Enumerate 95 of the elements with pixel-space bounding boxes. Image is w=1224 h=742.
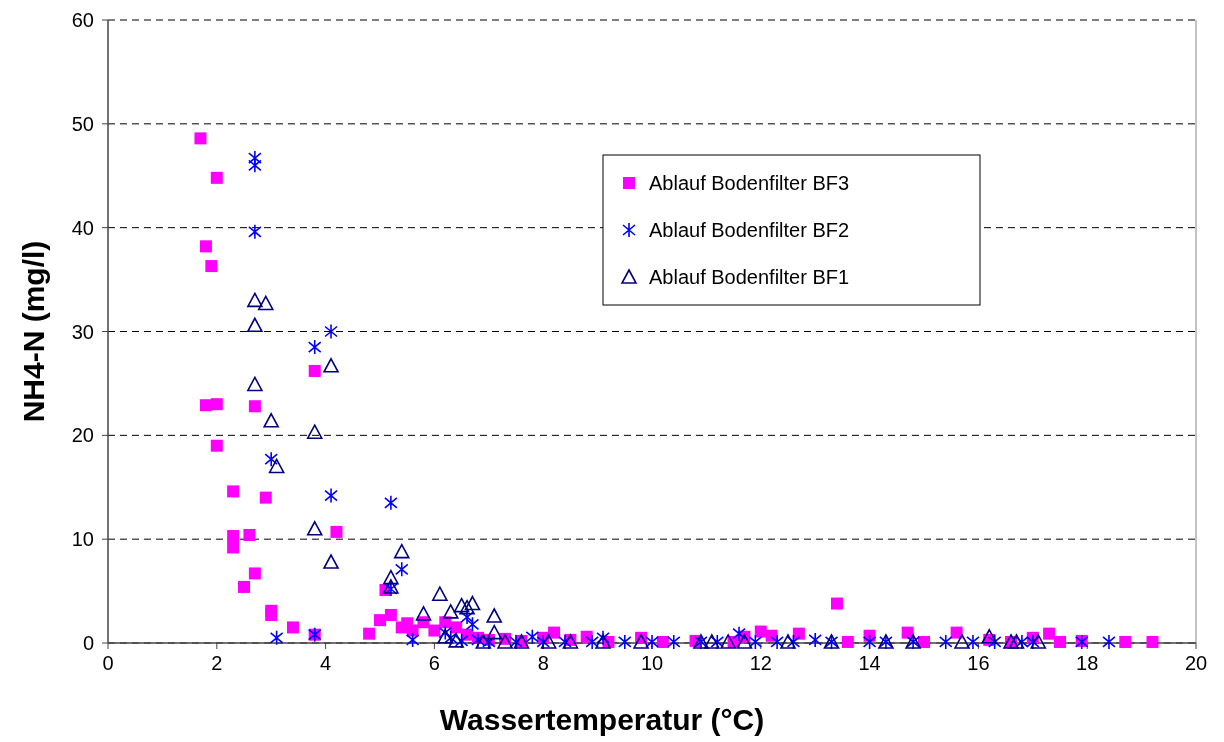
point xyxy=(464,595,481,611)
point xyxy=(1030,634,1047,649)
point xyxy=(475,634,492,649)
point xyxy=(257,295,274,311)
point xyxy=(323,554,339,569)
point xyxy=(710,634,725,650)
point xyxy=(786,634,801,650)
point xyxy=(482,634,496,650)
point xyxy=(323,357,339,373)
point xyxy=(954,634,970,649)
x-tick-label: 2 xyxy=(211,652,223,674)
point xyxy=(393,543,410,559)
point xyxy=(268,458,285,474)
x-tick-label: 10 xyxy=(640,652,664,674)
x-tick-label: 18 xyxy=(1076,652,1099,674)
point xyxy=(405,632,420,648)
point xyxy=(736,634,753,649)
point xyxy=(454,633,469,649)
point xyxy=(453,597,470,613)
x-tick-label: 16 xyxy=(967,652,990,674)
point xyxy=(247,292,263,308)
point xyxy=(645,634,659,650)
point xyxy=(981,628,998,644)
point xyxy=(248,224,262,240)
point xyxy=(247,317,263,333)
x-tick-label: 0 xyxy=(102,652,114,674)
y-tick-label: 20 xyxy=(71,424,94,447)
point xyxy=(618,634,632,650)
y-tick-label: 40 xyxy=(71,216,94,239)
point xyxy=(509,634,523,650)
x-tick-label: 6 xyxy=(428,652,440,674)
x-tick-label: 20 xyxy=(1184,652,1208,674)
point xyxy=(525,628,540,645)
point xyxy=(633,634,649,649)
point xyxy=(264,451,278,468)
y-axis-title: NH4-N (mg/l) xyxy=(17,240,50,423)
point xyxy=(415,606,432,621)
x-tick-label: 12 xyxy=(749,652,772,674)
legend-label: Ablauf Bodenfilter BF1 xyxy=(649,266,850,288)
point xyxy=(486,608,503,623)
point xyxy=(666,634,681,650)
point xyxy=(383,569,399,585)
legend-label: Ablauf Bodenfilter BF3 xyxy=(649,172,850,194)
y-tick-label: 30 xyxy=(71,320,94,343)
point xyxy=(486,624,503,640)
x-tick-label: 4 xyxy=(320,652,332,674)
point xyxy=(770,634,784,650)
point xyxy=(966,634,980,650)
point xyxy=(1015,634,1029,650)
y-tick-label: 60 xyxy=(71,9,94,31)
point xyxy=(1008,634,1025,649)
point xyxy=(248,157,262,174)
point xyxy=(732,625,746,642)
x-tick-label: 14 xyxy=(858,652,881,674)
point xyxy=(307,339,322,355)
point xyxy=(248,150,262,166)
x-axis-title: Wassertemperatur (°C) xyxy=(439,703,765,736)
point xyxy=(437,628,454,644)
point xyxy=(306,424,323,440)
point xyxy=(263,413,279,428)
y-tick-label: 10 xyxy=(71,528,94,551)
point xyxy=(780,634,796,649)
point xyxy=(748,634,763,650)
point xyxy=(324,487,338,504)
point xyxy=(247,376,263,392)
point xyxy=(704,634,720,649)
point xyxy=(442,604,459,619)
point xyxy=(459,599,475,615)
point xyxy=(394,561,409,578)
x-tick-label: 8 xyxy=(537,652,549,674)
point xyxy=(306,520,323,536)
point xyxy=(938,634,953,650)
point xyxy=(862,634,877,650)
point xyxy=(1102,634,1116,650)
point xyxy=(595,634,611,649)
legend-label: Ablauf Bodenfilter BF2 xyxy=(649,219,850,241)
point xyxy=(987,634,1002,650)
point xyxy=(384,495,398,511)
point xyxy=(432,586,448,601)
point xyxy=(1026,634,1040,650)
point xyxy=(471,632,485,648)
point xyxy=(448,633,464,648)
point xyxy=(558,634,572,650)
point xyxy=(536,634,550,650)
point xyxy=(460,609,474,625)
point xyxy=(497,634,513,649)
y-tick-label: 50 xyxy=(71,112,94,135)
point xyxy=(465,616,480,633)
point xyxy=(808,632,822,648)
y-tick-label: 0 xyxy=(82,632,94,654)
point xyxy=(720,634,736,649)
point xyxy=(585,634,599,650)
point xyxy=(324,323,338,340)
point xyxy=(540,634,557,649)
point xyxy=(269,630,284,646)
